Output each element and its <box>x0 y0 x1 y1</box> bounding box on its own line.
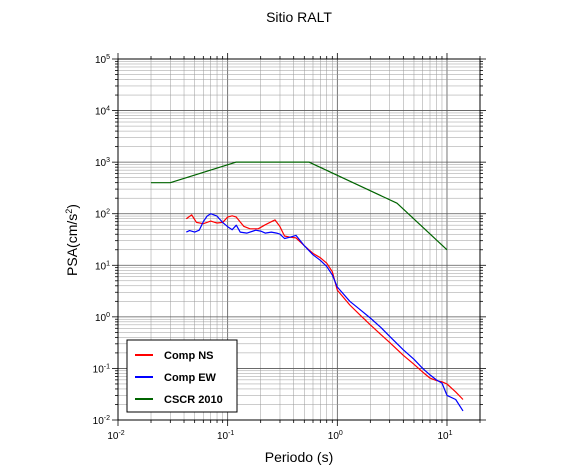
tick-label: 100 <box>328 430 343 442</box>
tick-label: 10-2 <box>93 415 110 427</box>
legend-label-cscr-2010: CSCR 2010 <box>164 394 223 406</box>
legend-items: Comp NS Comp EW CSCR 2010 <box>135 350 223 406</box>
tick-label: 10-1 <box>217 430 234 442</box>
series-line-comp-ew <box>186 213 464 412</box>
tick-label: 101 <box>437 430 452 442</box>
tick-label: 102 <box>95 209 110 221</box>
legend: Comp NS Comp EW CSCR 2010 <box>126 339 238 413</box>
x-axis-label: Periodo (s) <box>265 449 333 465</box>
series-layer <box>151 161 464 412</box>
y-axis-label: PSA(cm/s2) <box>64 204 80 276</box>
x-tick-labels: 10-2 10-1 100 101 <box>107 430 452 442</box>
tick-label: 10-2 <box>107 430 124 442</box>
tick-label: 104 <box>95 106 110 118</box>
legend-label-comp-ew: Comp EW <box>164 372 217 384</box>
tick-label: 100 <box>95 312 110 324</box>
y-tick-labels: 10-2 10-1 100 101 102 103 104 105 <box>93 54 110 427</box>
chart-title: Sitio RALT <box>266 9 332 25</box>
tick-label: 105 <box>95 54 110 66</box>
series-line-comp-ns <box>185 214 464 400</box>
tick-label: 103 <box>95 157 110 169</box>
legend-label-comp-ns: Comp NS <box>164 350 214 362</box>
tick-label: 101 <box>95 260 110 272</box>
plot-frame <box>117 58 481 421</box>
series-line-cscr-2010 <box>151 161 448 251</box>
tick-label: 10-1 <box>93 363 110 375</box>
